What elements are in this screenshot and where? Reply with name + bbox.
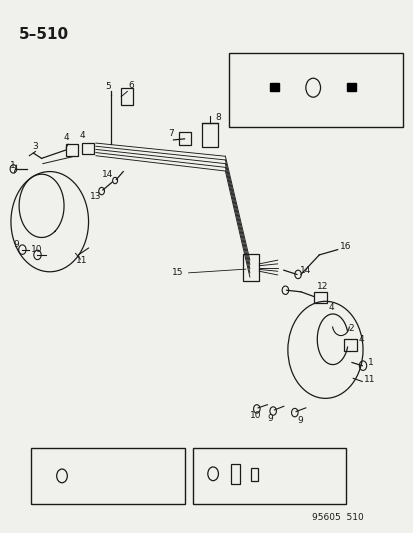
Text: 95605  510: 95605 510 bbox=[311, 513, 363, 521]
Text: 7: 7 bbox=[167, 129, 173, 138]
Text: 19: 19 bbox=[249, 487, 260, 496]
Text: 12: 12 bbox=[377, 91, 388, 100]
Text: 4: 4 bbox=[328, 303, 334, 312]
Text: 16: 16 bbox=[377, 107, 388, 116]
Bar bbox=[82, 142, 94, 154]
Text: 14: 14 bbox=[299, 265, 311, 274]
Text: 16: 16 bbox=[339, 242, 350, 251]
Text: (VALVE PROPORTIONING): (VALVE PROPORTIONING) bbox=[268, 62, 363, 71]
Text: 5–510: 5–510 bbox=[19, 27, 69, 42]
Text: 3: 3 bbox=[32, 142, 38, 151]
Bar bbox=[343, 340, 356, 351]
Bar bbox=[230, 464, 239, 484]
Bar bbox=[121, 88, 132, 105]
Text: 10: 10 bbox=[249, 411, 261, 420]
Text: 5: 5 bbox=[105, 82, 111, 91]
Text: 4: 4 bbox=[358, 335, 364, 344]
Text: 1: 1 bbox=[368, 358, 373, 367]
Text: 15: 15 bbox=[171, 268, 183, 277]
Text: 9: 9 bbox=[267, 414, 273, 423]
Text: 9: 9 bbox=[13, 240, 19, 249]
Text: 11: 11 bbox=[75, 256, 87, 265]
Text: 9: 9 bbox=[297, 416, 303, 425]
Text: 10: 10 bbox=[31, 245, 42, 254]
Text: 5: 5 bbox=[56, 482, 62, 491]
Text: 4: 4 bbox=[63, 133, 69, 142]
Bar bbox=[346, 84, 355, 91]
Bar bbox=[66, 144, 77, 156]
Bar bbox=[229, 53, 402, 127]
Text: 18: 18 bbox=[229, 487, 240, 496]
Bar bbox=[192, 448, 345, 504]
Bar bbox=[179, 132, 191, 145]
Text: 13: 13 bbox=[237, 91, 248, 100]
Text: 6: 6 bbox=[128, 80, 134, 90]
Text: 8: 8 bbox=[215, 113, 221, 122]
Bar bbox=[270, 84, 279, 91]
Text: 1: 1 bbox=[10, 161, 16, 169]
Text: 17: 17 bbox=[131, 471, 142, 480]
Bar bbox=[202, 123, 217, 147]
Text: 11: 11 bbox=[363, 375, 375, 384]
Text: 4: 4 bbox=[79, 131, 85, 140]
Text: 5: 5 bbox=[210, 484, 216, 493]
Bar bbox=[251, 468, 258, 481]
Bar bbox=[31, 448, 184, 504]
Text: 12: 12 bbox=[316, 281, 327, 290]
Text: 13: 13 bbox=[90, 192, 101, 201]
Text: 15: 15 bbox=[237, 107, 247, 116]
Text: 2: 2 bbox=[347, 324, 353, 333]
Bar bbox=[313, 292, 326, 303]
Bar bbox=[242, 254, 259, 281]
Text: 14: 14 bbox=[102, 169, 113, 179]
